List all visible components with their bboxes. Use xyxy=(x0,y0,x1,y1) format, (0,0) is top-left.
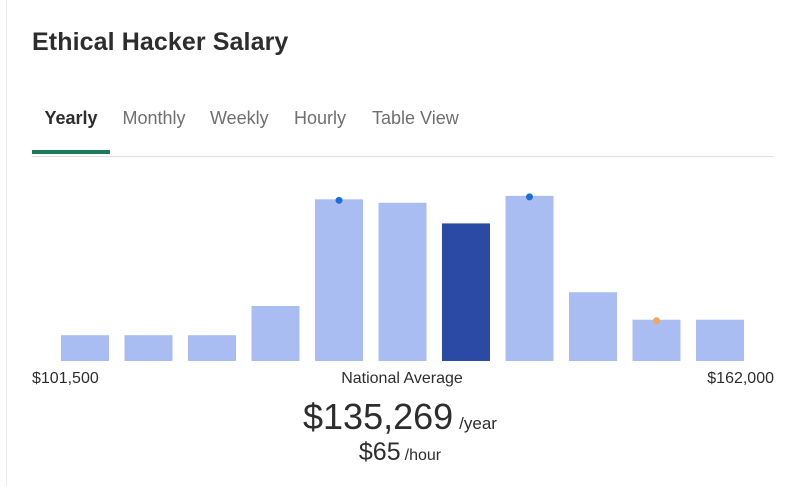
national-average-label: National Average xyxy=(341,370,463,387)
card-border xyxy=(6,0,7,486)
tab-hourly[interactable]: Hourly xyxy=(294,108,347,128)
histogram-bar xyxy=(569,292,617,361)
histogram-bar xyxy=(378,202,427,361)
yearly-salary-unit: /year xyxy=(459,414,497,433)
blue-marker-dot xyxy=(526,193,533,201)
orange-marker-dot xyxy=(653,317,660,325)
hourly-salary-amount: $65 xyxy=(358,438,401,466)
tab-yearly[interactable]: Yearly xyxy=(32,100,110,154)
histogram-bar xyxy=(251,305,300,361)
tab-weekly[interactable]: Weekly xyxy=(210,108,269,128)
page-title: Ethical Hacker Salary xyxy=(32,28,289,56)
period-tabs: Yearly Monthly Weekly Hourly Table View xyxy=(32,100,774,157)
tab-monthly[interactable]: Monthly xyxy=(122,108,186,128)
hourly-salary: $65/hour xyxy=(0,438,800,467)
histogram-bar xyxy=(632,319,681,361)
salary-histogram xyxy=(61,193,744,361)
yearly-salary-amount: $135,269 xyxy=(303,396,454,437)
histogram-bar xyxy=(124,335,173,361)
tab-table-view[interactable]: Table View xyxy=(372,108,459,128)
histogram-bar xyxy=(61,335,109,361)
average-bar xyxy=(442,223,490,361)
hourly-salary-unit: /hour xyxy=(404,447,442,464)
yearly-salary: $135,269/year xyxy=(0,396,800,438)
histogram-bar xyxy=(188,335,236,361)
histogram-bar xyxy=(505,195,554,361)
range-max-label: $162,000 xyxy=(707,370,774,387)
histogram-bar xyxy=(696,319,744,361)
histogram-bar xyxy=(315,199,363,361)
range-min-label: $101,500 xyxy=(32,370,99,387)
blue-marker-dot xyxy=(335,196,343,204)
